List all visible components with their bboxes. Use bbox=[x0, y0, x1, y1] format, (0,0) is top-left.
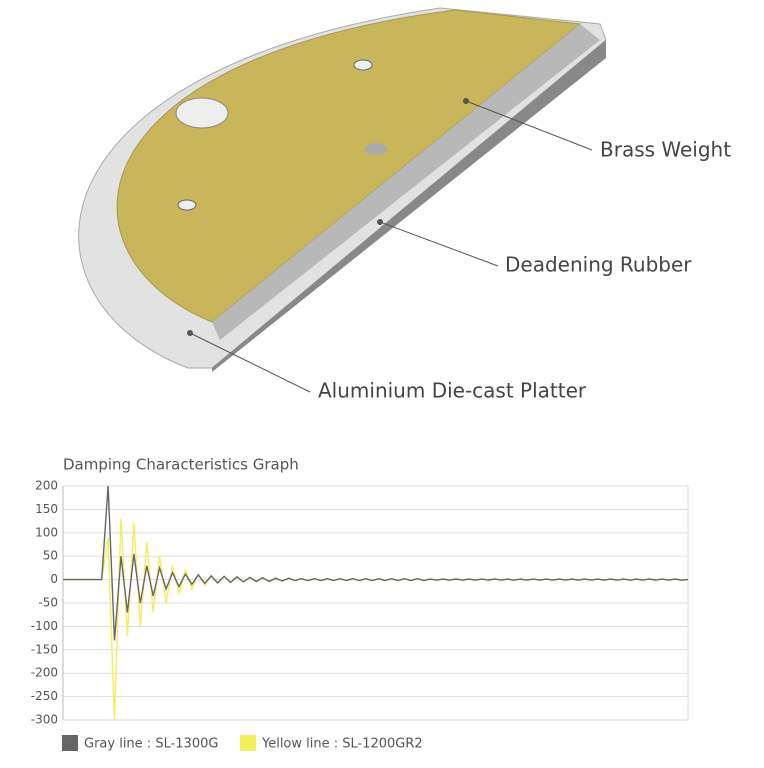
y-tick-label: -100 bbox=[31, 619, 58, 633]
callout-line bbox=[379, 221, 499, 267]
series-line bbox=[63, 485, 689, 641]
y-tick-label: -200 bbox=[31, 666, 58, 680]
legend-label: Gray line : SL-1300G bbox=[84, 737, 218, 752]
y-tick-label: 150 bbox=[35, 502, 58, 516]
callout-label: Deadening Rubber bbox=[505, 253, 692, 277]
screw bbox=[177, 199, 197, 211]
hole bbox=[365, 143, 387, 155]
callout-label: Aluminium Die-cast Platter bbox=[318, 379, 587, 403]
legend-swatch bbox=[240, 735, 256, 751]
y-tick-label: -250 bbox=[31, 689, 58, 703]
callout-dot bbox=[377, 219, 383, 225]
legend-label: Yellow line : SL-1200GR2 bbox=[261, 737, 423, 752]
callout-line bbox=[189, 332, 311, 393]
callout-dot bbox=[463, 98, 469, 104]
hole bbox=[175, 97, 229, 129]
callout-line bbox=[465, 100, 593, 151]
platter-side bbox=[212, 40, 606, 372]
series-line bbox=[63, 518, 689, 721]
rubber-edge bbox=[212, 24, 600, 340]
y-tick-label: -50 bbox=[38, 596, 58, 610]
y-tick-label: -300 bbox=[31, 713, 58, 727]
brass-weight bbox=[116, 9, 582, 323]
legend-swatch bbox=[62, 735, 78, 751]
y-tick-label: 200 bbox=[35, 479, 58, 493]
y-tick-label: -150 bbox=[31, 642, 58, 656]
y-tick-label: 100 bbox=[35, 525, 58, 539]
y-tick-label: 0 bbox=[50, 572, 58, 586]
callout-dot bbox=[187, 330, 193, 336]
chart-title: Damping Characteristics Graph bbox=[63, 456, 299, 474]
y-tick-label: 50 bbox=[43, 549, 58, 563]
platter-illustration: Brass Weight Deadening Rubber Aluminium … bbox=[78, 7, 731, 403]
callout-label: Brass Weight bbox=[600, 138, 731, 162]
screw bbox=[353, 59, 373, 71]
